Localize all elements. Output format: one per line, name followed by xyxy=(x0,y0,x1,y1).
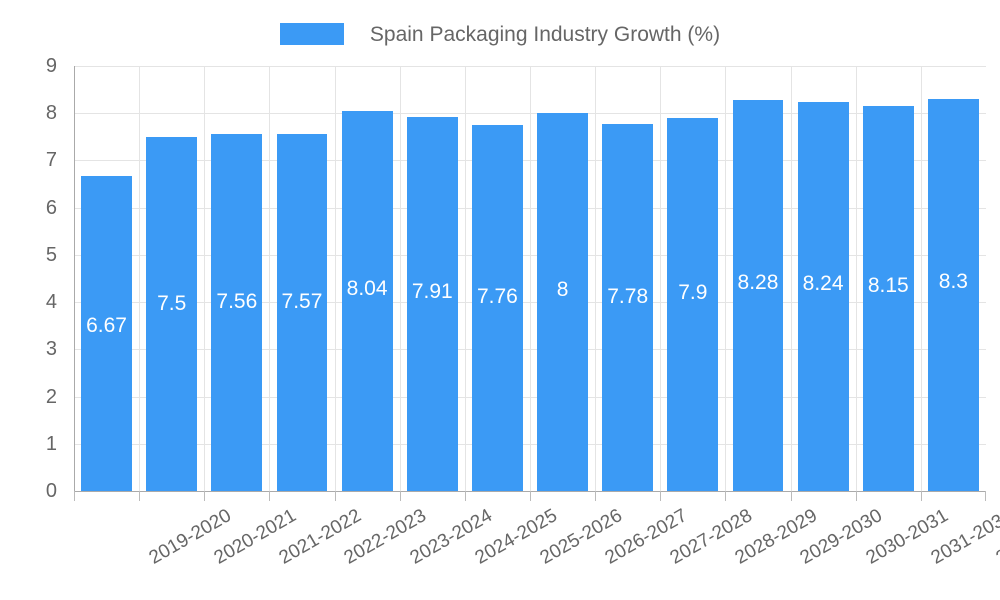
x-axis-tick-mark xyxy=(465,491,466,501)
y-axis-tick-label: 7 xyxy=(45,149,57,172)
bar[interactable]: 7.9 xyxy=(667,117,719,491)
x-axis-tick-mark xyxy=(269,491,270,501)
x-axis-tick-mark xyxy=(725,491,726,501)
x-axis-tick-marks xyxy=(74,491,986,501)
x-axis-tick-mark xyxy=(595,491,596,501)
y-axis-tick-label: 0 xyxy=(45,480,57,502)
bar[interactable]: 8.24 xyxy=(797,101,849,491)
bar-value-label: 8.3 xyxy=(938,270,968,294)
x-axis-tick-labels: 2019-2020 2020-2021 2021-2022 2022-2023 2023… xyxy=(74,500,1000,600)
bar-value-label: 8 xyxy=(556,278,569,302)
bar-value-label: 7.5 xyxy=(157,291,187,315)
bar-value-label: 8.15 xyxy=(867,274,909,298)
bar[interactable]: 7.91 xyxy=(406,117,458,491)
x-axis-tick-mark xyxy=(204,491,205,501)
bar-slot: 7.78 xyxy=(595,66,660,491)
bar-series-container: 6.67 7.5 7.56 7.57 8.04 7.91 7.76 8 7.78 7.9 8.28 8… xyxy=(74,66,986,491)
gridline-vertical xyxy=(335,66,336,491)
bar-value-label: 7.91 xyxy=(411,280,453,304)
bar-value-label: 6.67 xyxy=(86,314,127,338)
gridline-vertical xyxy=(921,66,922,491)
x-axis-tick-mark xyxy=(400,491,401,501)
gridline-vertical xyxy=(465,66,466,491)
bar[interactable]: 7.78 xyxy=(602,123,654,491)
bar-slot: 8.3 xyxy=(921,66,986,491)
gridline-vertical xyxy=(269,66,270,491)
x-axis-tick-mark xyxy=(856,491,857,501)
bar[interactable]: 7.5 xyxy=(146,136,198,491)
plot-area xyxy=(74,66,986,492)
gridline-vertical xyxy=(530,66,531,491)
x-axis-tick-mark xyxy=(921,491,922,501)
bar-slot: 8.28 xyxy=(725,66,790,491)
bar-slot: 8 xyxy=(530,66,595,491)
bar-slot: 7.56 xyxy=(204,66,269,491)
gridline-vertical xyxy=(400,66,401,491)
x-axis-tick-mark xyxy=(74,491,75,501)
bar[interactable]: 8.15 xyxy=(862,106,914,491)
bar-value-label: 8.04 xyxy=(346,277,388,301)
y-axis-tick-label: 4 xyxy=(45,291,57,314)
bar[interactable]: 8.28 xyxy=(732,100,784,491)
x-axis-tick-mark xyxy=(985,491,986,501)
legend-color-swatch-icon[interactable] xyxy=(279,23,344,45)
bar[interactable]: 7.56 xyxy=(211,134,263,491)
bar-slot: 7.91 xyxy=(400,66,465,491)
bar-slot: 8.15 xyxy=(856,66,921,491)
bar-slot: 6.67 xyxy=(74,66,139,491)
y-axis-tick-label: 5 xyxy=(45,243,57,266)
bar-slot: 7.5 xyxy=(139,66,204,491)
y-axis-tick-labels: 0 1 2 3 4 5 6 7 8 9 xyxy=(0,56,66,501)
y-axis-tick-label: 3 xyxy=(45,338,57,361)
gridline-vertical xyxy=(856,66,857,491)
gridline-vertical xyxy=(791,66,792,491)
bar-value-label: 8.28 xyxy=(737,271,779,294)
y-axis-line xyxy=(74,66,75,491)
bar-value-label: 7.57 xyxy=(281,289,323,313)
gridline-vertical xyxy=(139,66,140,491)
legend-item-series-0[interactable]: Spain Packaging Industry Growth (%) xyxy=(279,22,721,46)
chart-legend: Spain Packaging Industry Growth (%) xyxy=(0,14,1000,54)
legend-label: Spain Packaging Industry Growth (%) xyxy=(369,22,721,46)
bar-value-label: 7.56 xyxy=(216,290,258,313)
y-axis-tick-label: 6 xyxy=(45,196,57,219)
bar-slot: 7.57 xyxy=(269,66,334,491)
y-axis-tick-label: 1 xyxy=(45,432,57,455)
bar-slot: 8.24 xyxy=(791,66,856,491)
bar[interactable]: 8.04 xyxy=(341,111,393,491)
bar[interactable]: 6.67 xyxy=(81,176,132,491)
y-axis-tick-label: 9 xyxy=(45,55,57,77)
gridline-vertical xyxy=(595,66,596,491)
bar-value-label: 7.76 xyxy=(476,284,518,308)
bar[interactable]: 8 xyxy=(537,113,588,491)
bar-value-label: 7.78 xyxy=(607,284,649,308)
gridline-vertical xyxy=(204,66,205,491)
bar[interactable]: 7.76 xyxy=(472,124,523,491)
gridline-vertical xyxy=(660,66,661,491)
y-axis-tick-label: 8 xyxy=(45,102,57,125)
gridline-vertical xyxy=(725,66,726,491)
bar[interactable]: 7.57 xyxy=(276,133,328,491)
bar-slot: 7.76 xyxy=(465,66,530,491)
bar-slot: 7.9 xyxy=(660,66,725,491)
x-axis-tick-mark xyxy=(139,491,140,501)
x-axis-tick-mark xyxy=(530,491,531,501)
x-axis-tick-mark xyxy=(335,491,336,501)
bar-value-label: 8.24 xyxy=(802,271,844,295)
x-axis-tick-mark xyxy=(791,491,792,501)
x-axis-tick-mark xyxy=(660,491,661,501)
y-axis-tick-label: 2 xyxy=(45,385,57,408)
bar-slot: 8.04 xyxy=(335,66,400,491)
bar[interactable]: 8.3 xyxy=(928,99,979,491)
bar-value-label: 7.9 xyxy=(678,280,708,304)
